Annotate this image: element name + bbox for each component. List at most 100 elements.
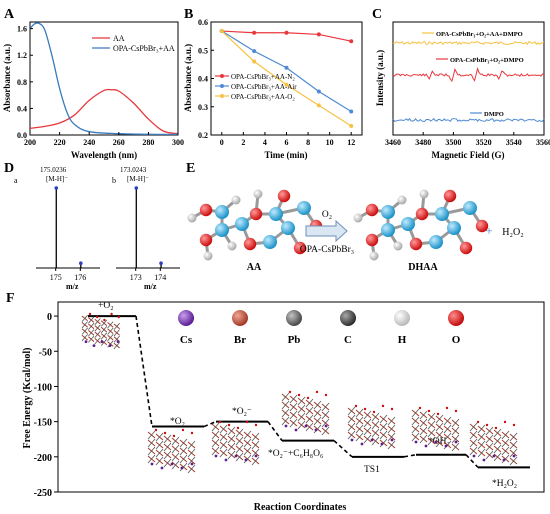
cluster-lattice-bond [485, 442, 494, 452]
panel-a-x-tick-label: 280 [142, 138, 154, 147]
cluster-lattice-bond [387, 440, 396, 450]
cluster-lattice-bond [155, 440, 164, 450]
cluster-lattice-bond [493, 444, 502, 454]
panel-d-subplot-a-xlabel: m/z [66, 282, 79, 291]
panel-d-subplot-a-peak-label: 175.0236 [40, 166, 67, 174]
cluster-lattice-bond [163, 434, 172, 444]
cluster-cs-atom [160, 466, 164, 470]
cluster-lattice-bond [179, 438, 188, 448]
cluster-lattice-bond [313, 424, 322, 434]
cluster-o-atom [297, 393, 301, 397]
panel-a-y-tick-label: 0.8 [17, 78, 27, 87]
aa-molecule-atom-c [297, 201, 311, 215]
cluster-lattice-bond [355, 432, 364, 442]
atom-legend-sphere-c [340, 310, 356, 326]
cluster-lattice-bond [477, 432, 486, 442]
cluster-o-atom [181, 428, 185, 432]
panel-a-x-tick-label: 220 [54, 138, 66, 147]
panel-f-state-label: *H₂O₂ [492, 479, 517, 489]
cluster-lattice-bond [113, 342, 120, 350]
cluster-lattice-bond [501, 454, 510, 464]
cluster-o-atom [163, 431, 167, 435]
cluster-lattice-bond [443, 432, 452, 442]
panel-b-x-axis-label: Time (min) [264, 150, 307, 160]
aa-molecule-atom-c [215, 223, 229, 237]
cluster-o-atom [494, 426, 498, 430]
cluster-cs-atom [454, 440, 458, 444]
atom-legend-sphere-pb [286, 310, 302, 326]
cluster-cs-atom [390, 438, 394, 442]
cluster-o-atom [110, 312, 113, 316]
panel-d-mass-spectra: 175 176 173 174 [36, 186, 180, 282]
panel-b-y-tick-label: 0.3 [198, 103, 208, 112]
cluster-lattice-bond [469, 422, 478, 432]
cluster-cs-atom [424, 444, 428, 448]
cluster-lattice-bond [289, 394, 298, 404]
cluster-lattice-bond [501, 438, 510, 448]
cluster-lattice-bond [100, 326, 108, 334]
cluster-lattice-bond [469, 438, 478, 448]
cluster-lattice-bond [211, 430, 220, 440]
panel-b-legend-marker-air [220, 84, 224, 88]
aa-molecule-atom-o [249, 207, 263, 221]
cluster-lattice-bond [94, 330, 101, 338]
cluster-cs-atom [234, 454, 238, 458]
reaction-arrow-bottom-label: OPA-CsPbBr₃ [300, 245, 354, 255]
cluster-cs-atom [304, 424, 308, 428]
panel-a-y-axis-label: Absorbance (a.u.) [2, 44, 12, 112]
cluster-lattice-bond [485, 434, 494, 444]
panel-f-transition-connector [465, 454, 479, 468]
aa-molecule-atom-o [293, 241, 307, 255]
cluster-lattice-bond [113, 335, 120, 343]
panel-b-y-tick-label: 0.5 [198, 46, 208, 55]
cluster-o-atom [236, 426, 240, 430]
cluster-lattice-bond [235, 428, 244, 438]
cluster-lattice-bond [435, 438, 444, 448]
cluster-lattice-bond [107, 321, 114, 329]
cluster-lattice-bond [321, 402, 330, 412]
cluster-lattice-bond [363, 426, 372, 436]
cluster-o-atom [190, 431, 194, 435]
panel-b-chart: 0 2 4 6 8 10 12 0.2 0.3 0.4 0.5 0.6 OPA-CsPbBr₃+AA-… [183, 18, 363, 160]
cluster-lattice-bond [155, 448, 164, 458]
cluster-lattice-bond [411, 416, 420, 426]
panel-b-x-tick-label: 8 [306, 138, 310, 147]
dhaa-molecule-atom-c [447, 221, 461, 235]
cluster-lattice-bond [251, 432, 260, 442]
panel-b-y-tick-label: 0.4 [198, 75, 208, 84]
cluster-lattice-bond [379, 430, 388, 440]
cluster-lattice-bond [147, 446, 156, 456]
panel-b-legend-marker-o2 [220, 94, 224, 98]
panel-d-subplot-b-xlabel: m/z [144, 282, 157, 291]
panel-f-transition-connector [135, 315, 153, 427]
panel-b-data-point [219, 29, 224, 34]
dhaa-label: DHAA [408, 262, 438, 273]
panel-f-y-tick-label: -200 [34, 453, 52, 464]
cluster-o-atom [427, 409, 431, 413]
cluster-lattice-bond [88, 316, 95, 324]
cluster-lattice-bond [281, 416, 290, 426]
panel-c-label-aa-dmpo: OPA-CsPbBr₃+O₂+AA+DMPO [436, 31, 523, 38]
panel-a-y-tick-label: 0.4 [17, 104, 27, 113]
cluster-o-atom [96, 315, 99, 319]
cluster-lattice-bond [387, 416, 396, 426]
aa-molecule-atom-h [253, 189, 263, 199]
panel-letter-a: A [4, 7, 15, 22]
cluster-lattice-bond [227, 426, 236, 436]
cluster-lattice-bond [419, 426, 428, 436]
cluster-o-atom [306, 396, 310, 400]
cluster-cs-atom [116, 340, 120, 343]
aa-molecule-atom-o [199, 233, 213, 247]
cluster-lattice-bond [435, 414, 444, 424]
cluster-lattice-bond [305, 398, 314, 408]
panel-b-y-axis-label: Absorbance (a.u.) [183, 44, 193, 112]
panel-b-x-tick-label: 6 [285, 138, 289, 147]
aa-molecule-atom-h [227, 241, 237, 251]
cluster-lattice-bond [347, 406, 356, 416]
cluster-lattice-bond [485, 450, 494, 460]
panel-d-peak-marker [79, 261, 83, 266]
panel-d-x-tick-label: 176 [74, 273, 86, 282]
panel-b-legend: OPA-CsPbBr₃+AA-N₂ OPA-CsPbBr₃+AA-Air OPA… [215, 73, 297, 101]
atom-legend-label-cs: Cs [180, 334, 193, 346]
cluster-lattice-bond [305, 422, 314, 432]
